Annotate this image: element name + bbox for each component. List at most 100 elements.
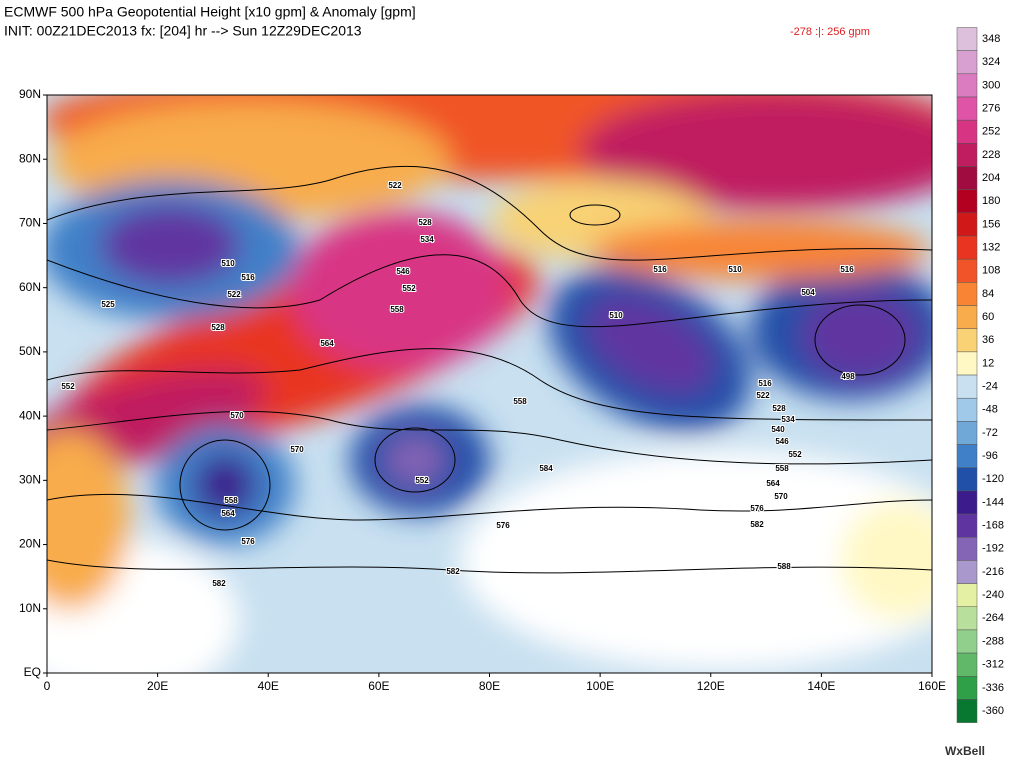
lon-label: 160E [918,679,946,693]
contour-labels: 522 528 534 546 552 558 564 570 510 516 … [60,180,856,589]
colorbar-label: 252 [982,126,1000,138]
colorbar-swatch [956,397,978,422]
contour-label: 516 [758,379,772,388]
contour-label: 564 [221,509,235,518]
lat-label: 20N [19,537,41,551]
colorbar-swatch [956,305,978,329]
colorbar-swatch [956,652,978,677]
contour-label: 552 [61,382,75,391]
contour-label: 558 [224,496,238,505]
contour-label: 522 [227,290,241,299]
contour-label: 558 [775,464,789,473]
colorbar-swatch [956,560,978,584]
anomaly-shading [47,95,932,673]
contour-label: 516 [653,265,667,274]
colorbar-label: -312 [982,659,1004,671]
colorbar-swatch [956,676,978,700]
colorbar-swatch [956,73,978,98]
colorbar-label: -336 [982,682,1004,694]
contour-label: 576 [496,521,510,530]
contour-label: 570 [774,492,788,501]
lat-label: 50N [19,344,41,358]
colorbar-label: -144 [982,496,1004,508]
lon-label: 120E [697,679,725,693]
colorbar-label: -264 [982,612,1004,624]
contour-label: 576 [241,537,255,546]
contour-label: 570 [290,445,304,454]
colorbar-swatch [956,189,978,214]
colorbar-swatch [956,351,978,376]
contour-label: 570 [230,411,244,420]
colorbar-label: -240 [982,589,1004,601]
colorbar-label: -48 [982,404,998,416]
colorbar-swatch [956,629,978,654]
anomaly-field [47,95,932,673]
contour-label: 558 [513,397,527,406]
lat-label: EQ [24,665,41,679]
lat-label: 70N [19,216,41,230]
colorbar-label: -24 [982,381,998,393]
colorbar-label: -288 [982,635,1004,647]
colorbar-swatch [956,119,978,144]
colorbar-swatch [956,212,978,237]
contour-label: 558 [390,305,404,314]
colorbar-label: -96 [982,450,998,462]
colorbar-label: -168 [982,520,1004,532]
colorbar-swatch [956,166,978,190]
colorbar-label: 108 [982,265,1000,277]
colorbar-label: 348 [982,33,1000,45]
contour-label: 510 [728,265,742,274]
colorbar-swatch [956,96,978,121]
contour-label: 564 [320,339,334,348]
contour-label: 516 [241,273,255,282]
colorbar-swatch [956,258,978,283]
contour-label: 528 [772,404,786,413]
height-contours [47,165,932,574]
colorbar-label: 132 [982,242,1000,254]
contour-label: 528 [211,323,225,332]
contour-label: 582 [446,567,460,576]
contour-label: 582 [212,579,226,588]
lat-label: 30N [19,473,41,487]
colorbar-swatch [956,27,978,51]
colorbar-swatch [956,374,978,399]
contour-label: 588 [777,562,791,571]
contour-label: 564 [766,479,780,488]
contour-label: 522 [756,391,770,400]
colorbar-swatch [956,467,978,492]
colorbar-label: 60 [982,311,994,323]
contour-label: 534 [420,235,434,244]
colorbar-label: 156 [982,218,1000,230]
contour-label: 576 [750,504,764,513]
colorbar-label: -216 [982,566,1004,578]
contour-label: 552 [415,476,429,485]
colorbar-label: 324 [982,56,1000,68]
colorbar-swatch [956,235,978,260]
contour-label: 510 [221,259,235,268]
contour-label: 528 [418,218,432,227]
colorbar-swatch [956,50,978,75]
contour-label: 584 [539,464,553,473]
colorbar-label: 12 [982,357,994,369]
contour-label: 582 [750,520,764,529]
lon-label: 20E [147,679,168,693]
colorbar-swatch [956,421,978,445]
lat-label: 90N [19,87,41,101]
colorbar-label: 180 [982,195,1000,207]
lon-label: 140E [807,679,835,693]
contour-label: 504 [801,288,815,297]
contour-label: 546 [396,267,410,276]
lon-label: 60E [368,679,389,693]
colorbar-swatch [956,143,978,167]
contour-label: 516 [840,265,854,274]
colorbar-swatch [956,583,978,608]
contour-label: 552 [402,284,416,293]
contour-label: 522 [388,181,402,190]
contour-label: 546 [775,437,789,446]
lat-label: 10N [19,601,41,615]
contour-label: 534 [781,415,795,424]
colorbar-swatch [956,444,978,468]
colorbar-label: -360 [982,705,1004,717]
